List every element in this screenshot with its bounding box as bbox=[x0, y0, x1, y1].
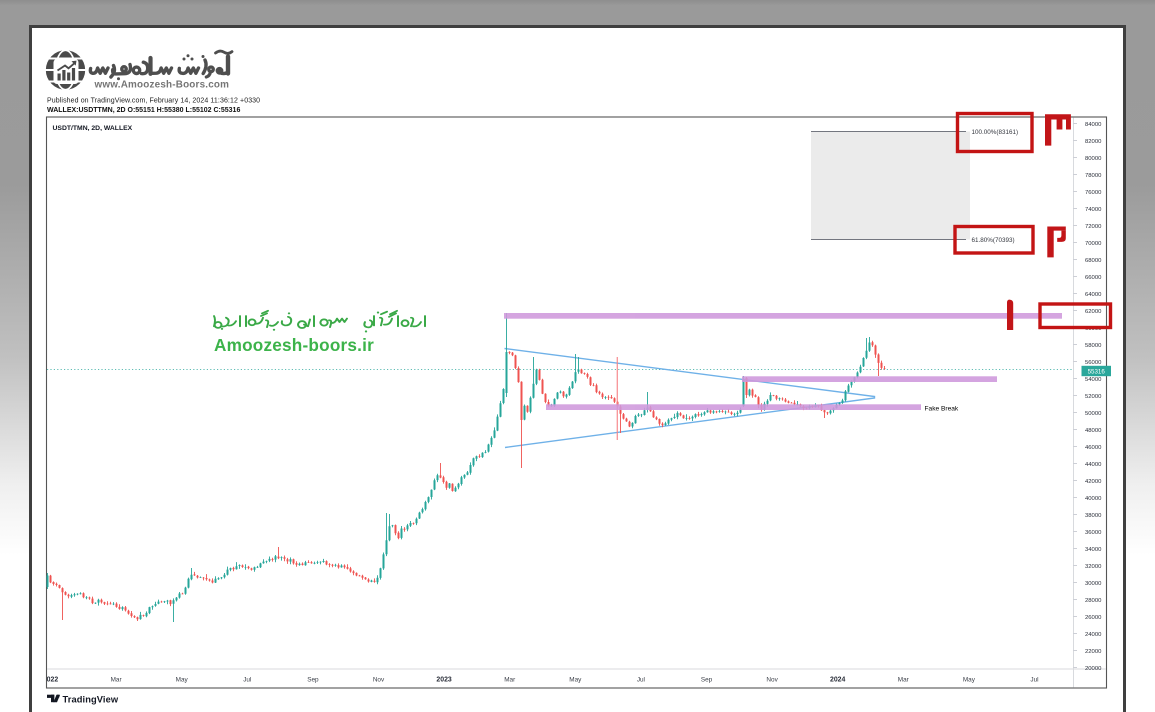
svg-text:24000: 24000 bbox=[1085, 632, 1102, 638]
svg-text:38000: 38000 bbox=[1085, 513, 1102, 519]
svg-text:61.80%(70393): 61.80%(70393) bbox=[972, 237, 1015, 244]
svg-text:Mar: Mar bbox=[898, 676, 910, 683]
svg-text:58000: 58000 bbox=[1085, 343, 1102, 349]
svg-text:46000: 46000 bbox=[1085, 445, 1102, 451]
svg-text:72000: 72000 bbox=[1085, 224, 1102, 230]
svg-text:36000: 36000 bbox=[1085, 530, 1102, 536]
svg-text:USDT/TMN, 2D, WALLEX: USDT/TMN, 2D, WALLEX bbox=[53, 125, 133, 132]
svg-text:22000: 22000 bbox=[1085, 649, 1102, 655]
svg-text:Jul: Jul bbox=[1030, 676, 1038, 683]
svg-text:May: May bbox=[176, 676, 189, 683]
svg-text:26000: 26000 bbox=[1085, 615, 1102, 621]
svg-text:Nov: Nov bbox=[766, 676, 778, 683]
svg-text:74000: 74000 bbox=[1085, 207, 1102, 213]
svg-text:54000: 54000 bbox=[1085, 377, 1102, 383]
svg-text:32000: 32000 bbox=[1085, 564, 1102, 570]
svg-text:82000: 82000 bbox=[1085, 139, 1102, 145]
svg-text:Jul: Jul bbox=[243, 676, 251, 683]
svg-text:40000: 40000 bbox=[1085, 496, 1102, 502]
svg-text:Fake Break: Fake Break bbox=[925, 406, 959, 413]
svg-text:52000: 52000 bbox=[1085, 394, 1102, 400]
svg-text:Mar: Mar bbox=[504, 676, 516, 683]
svg-text:66000: 66000 bbox=[1085, 275, 1102, 281]
svg-text:28000: 28000 bbox=[1085, 598, 1102, 604]
svg-text:Sep: Sep bbox=[307, 676, 319, 683]
svg-text:2024: 2024 bbox=[830, 676, 845, 683]
svg-text:78000: 78000 bbox=[1085, 173, 1102, 179]
svg-text:84000: 84000 bbox=[1085, 122, 1102, 128]
svg-text:100.00%(83161): 100.00%(83161) bbox=[972, 129, 1019, 136]
svg-text:70000: 70000 bbox=[1085, 241, 1102, 247]
svg-text:76000: 76000 bbox=[1085, 190, 1102, 196]
svg-text:34000: 34000 bbox=[1085, 547, 1102, 553]
svg-text:62000: 62000 bbox=[1085, 309, 1102, 315]
svg-text:Published on TradingView.com,: Published on TradingView.com, February 1… bbox=[47, 97, 260, 104]
svg-text:Nov: Nov bbox=[373, 676, 385, 683]
svg-text:44000: 44000 bbox=[1085, 462, 1102, 468]
svg-text:42000: 42000 bbox=[1085, 479, 1102, 485]
svg-text:May: May bbox=[569, 676, 582, 683]
svg-text:Amoozesh-boors.ir: Amoozesh-boors.ir bbox=[214, 335, 374, 355]
svg-text:30000: 30000 bbox=[1085, 581, 1102, 587]
svg-text:64000: 64000 bbox=[1085, 292, 1102, 298]
svg-text:TradingView: TradingView bbox=[63, 694, 119, 704]
svg-text:50000: 50000 bbox=[1085, 411, 1102, 417]
svg-text:80000: 80000 bbox=[1085, 156, 1102, 162]
svg-text:Jul: Jul bbox=[637, 676, 645, 683]
svg-text:WALLEX:USDTTMN, 2D O:55151 H:: WALLEX:USDTTMN, 2D O:55151 H:55380 L:551… bbox=[47, 107, 240, 114]
svg-text:48000: 48000 bbox=[1085, 428, 1102, 434]
svg-text:Mar: Mar bbox=[111, 676, 123, 683]
svg-text:68000: 68000 bbox=[1085, 258, 1102, 264]
svg-text:2022: 2022 bbox=[43, 676, 58, 683]
svg-text:56000: 56000 bbox=[1085, 360, 1102, 366]
svg-text:Sep: Sep bbox=[701, 676, 713, 683]
svg-text:www.Amoozesh-Boors.com: www.Amoozesh-Boors.com bbox=[94, 80, 230, 91]
svg-text:2023: 2023 bbox=[436, 676, 451, 683]
svg-text:55316: 55316 bbox=[1088, 369, 1106, 376]
svg-text:May: May bbox=[963, 676, 976, 683]
svg-text:20000: 20000 bbox=[1085, 666, 1102, 672]
